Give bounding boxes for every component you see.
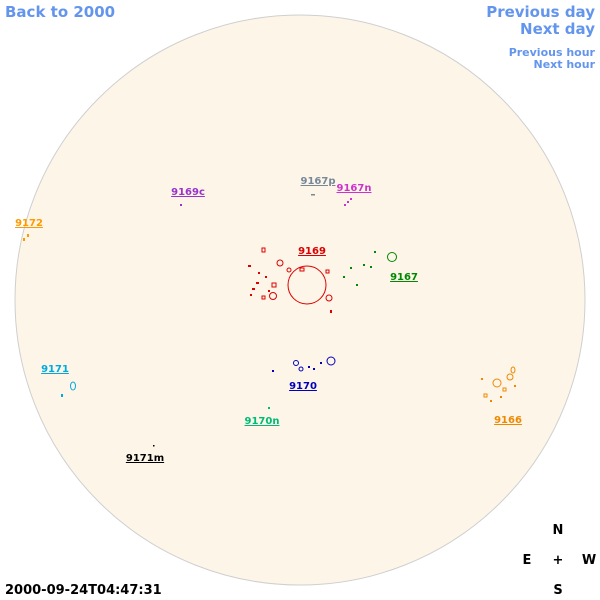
sunspot-group <box>343 251 397 286</box>
region-label[interactable]: 9166 <box>494 415 522 426</box>
previous-day-link[interactable]: Previous day <box>486 3 595 21</box>
compass-west: W <box>582 553 596 568</box>
sunspot-group <box>268 407 270 409</box>
sunspot-group <box>61 381 76 397</box>
sunspot-group <box>481 366 516 402</box>
region-label[interactable]: 9169c <box>171 187 205 198</box>
next-hour-link[interactable]: Next hour <box>534 58 596 71</box>
sunspot-group <box>311 194 315 196</box>
solar-disc <box>14 14 586 586</box>
previous-hour-link[interactable]: Previous hour <box>509 46 596 59</box>
sunspot-group <box>23 234 29 241</box>
back-link[interactable]: Back to 2000 <box>5 3 115 21</box>
region-label[interactable]: 9167n <box>337 183 372 194</box>
compass-north: N <box>553 523 564 538</box>
timestamp: 2000-09-24T04:47:31 <box>5 583 162 598</box>
sunspot-group <box>344 198 352 206</box>
next-day-link[interactable]: Next day <box>520 20 595 38</box>
region-label[interactable]: 9167p <box>301 176 336 187</box>
region-label[interactable]: 9171 <box>41 364 69 375</box>
sunspot-group <box>153 445 155 447</box>
region-label[interactable]: 9171m <box>126 453 164 464</box>
region-label[interactable]: 9169 <box>298 246 326 257</box>
compass-center: + <box>553 553 564 568</box>
sunspot-group <box>272 356 336 372</box>
region-label[interactable]: 9170n <box>245 416 280 427</box>
compass-south: S <box>553 583 562 598</box>
sunspot-group <box>180 204 182 206</box>
sunspot-group <box>248 247 333 313</box>
compass-east: E <box>523 553 532 568</box>
region-label[interactable]: 9170 <box>289 381 317 392</box>
region-label[interactable]: 9167 <box>390 272 418 283</box>
region-label[interactable]: 9172 <box>15 218 43 229</box>
